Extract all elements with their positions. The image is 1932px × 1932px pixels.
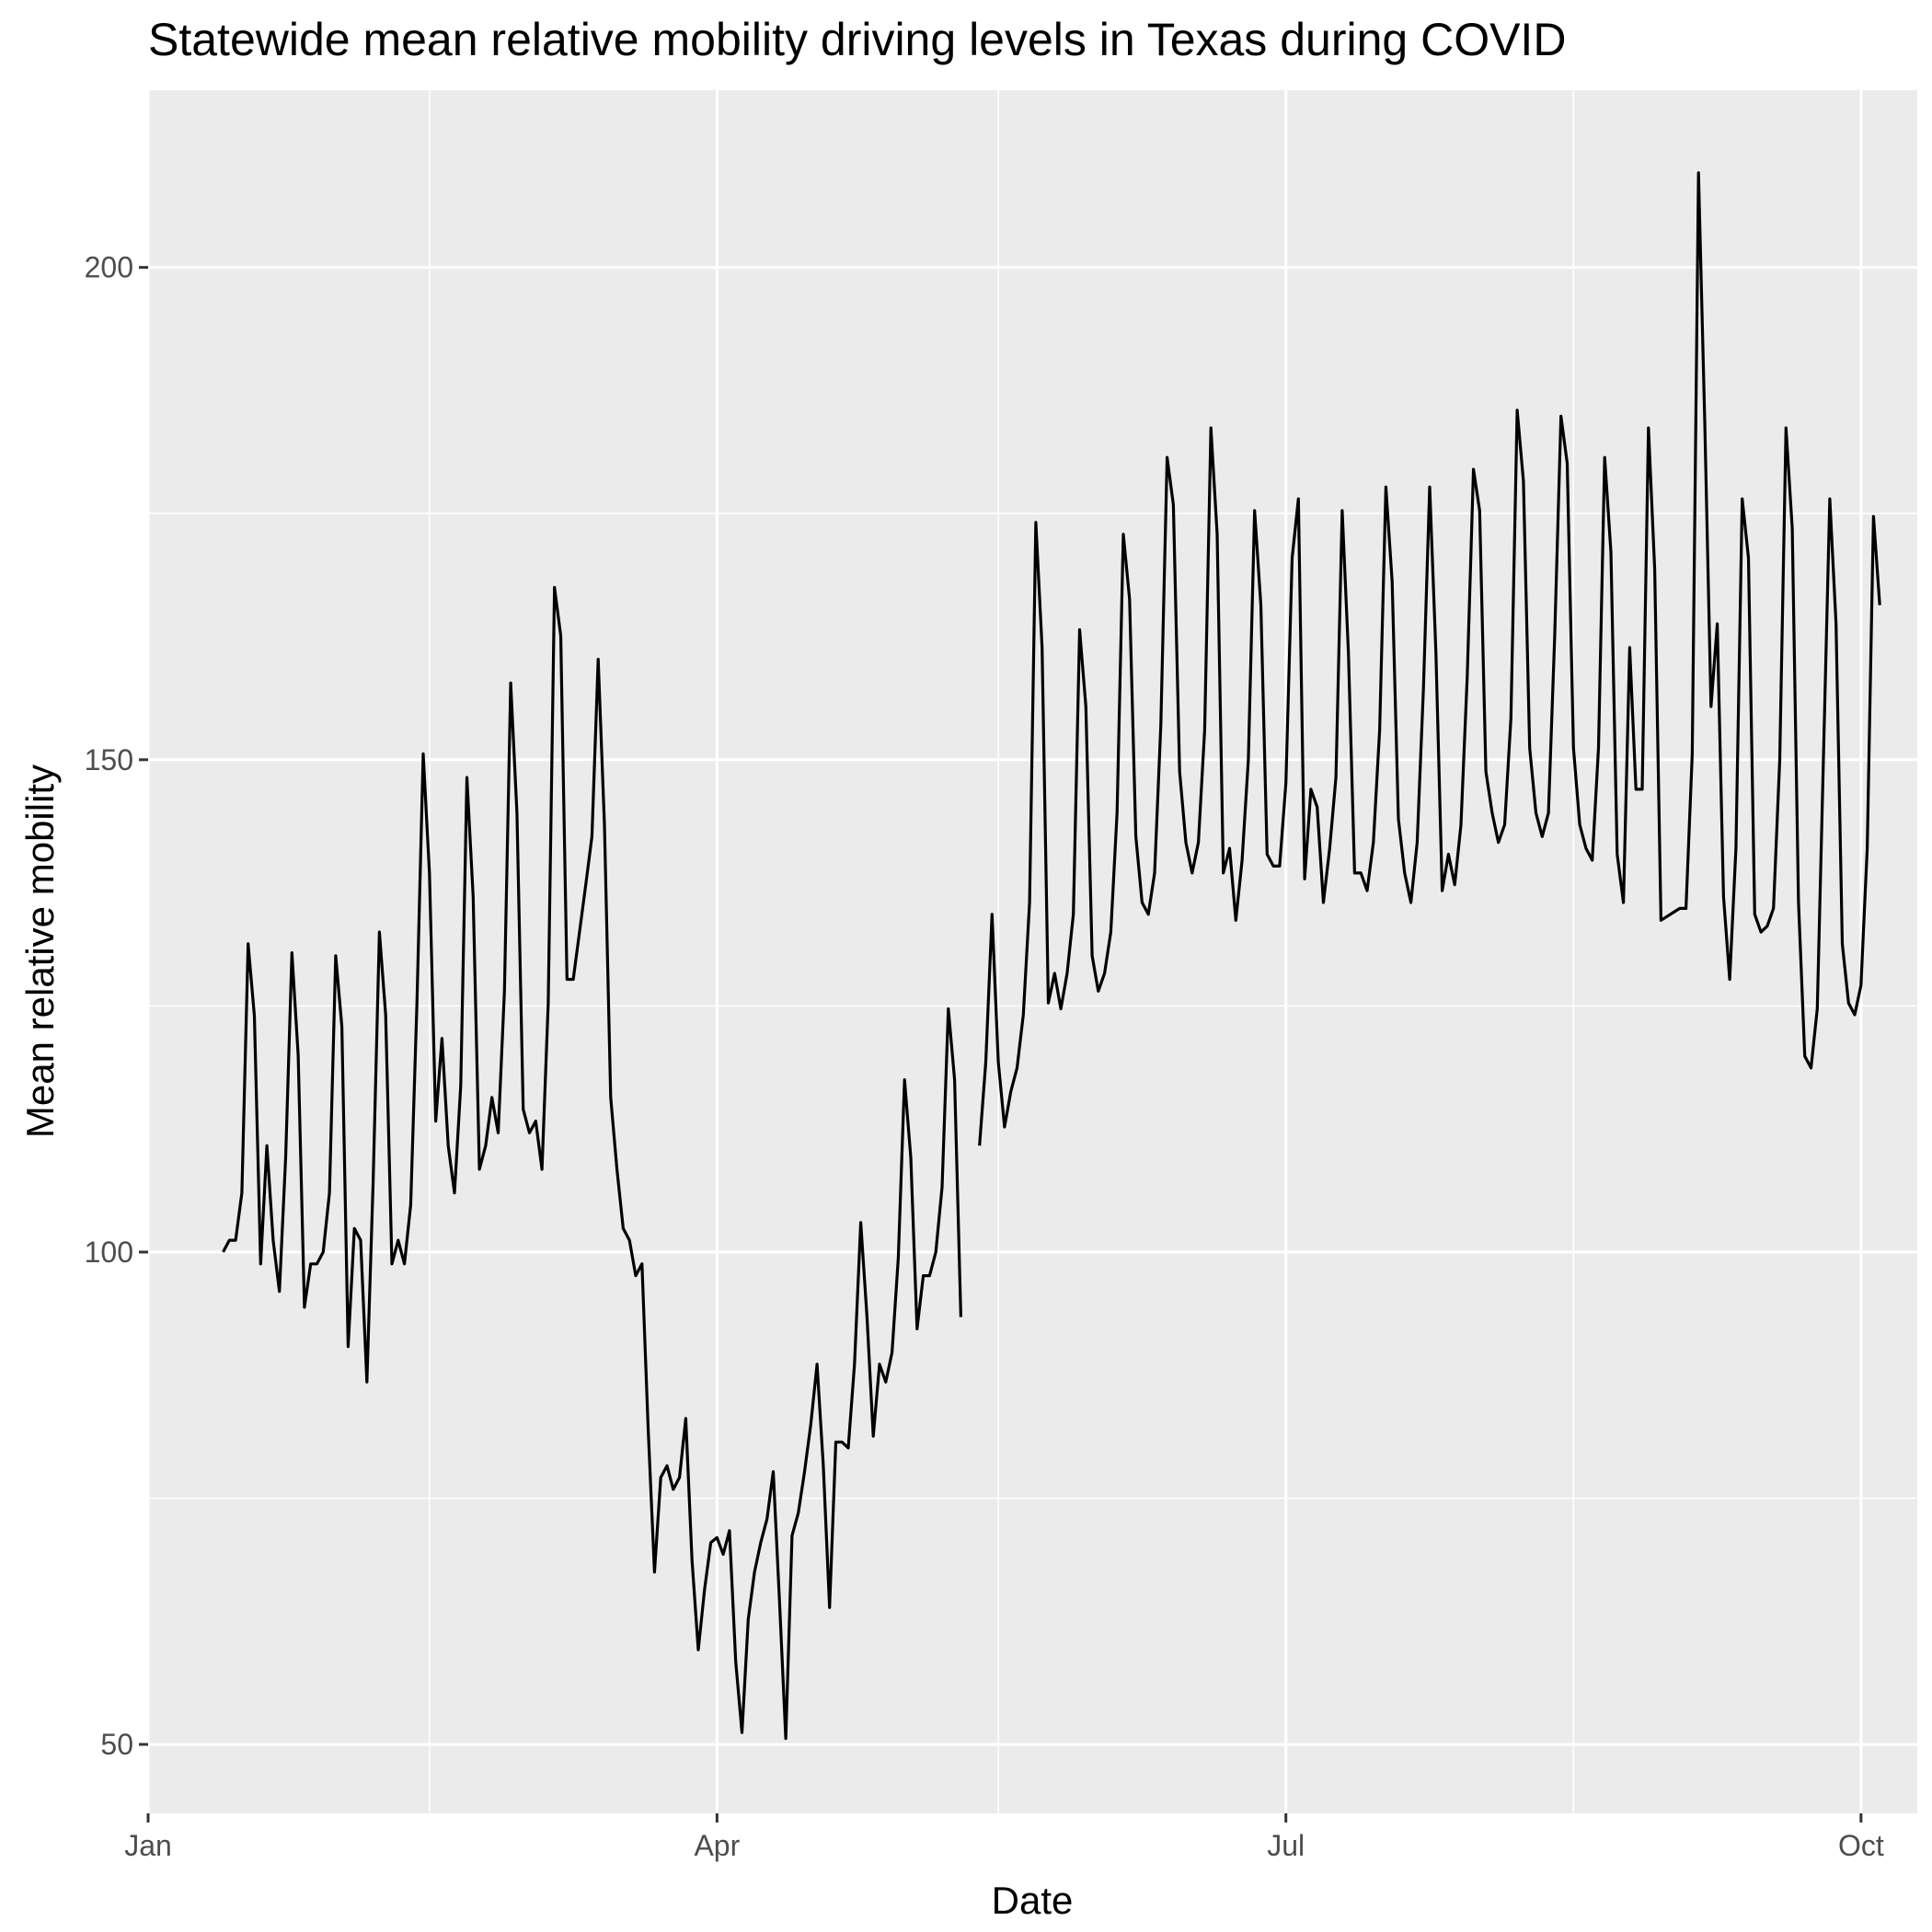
minor-gridlines — [148, 90, 1917, 1813]
x-tick-label: Jul — [1267, 1829, 1305, 1862]
x-axis-ticks: Jan Apr Jul Oct — [124, 1813, 1884, 1862]
x-axis-title: Date — [992, 1879, 1074, 1922]
plot-panel — [148, 90, 1917, 1813]
y-tick-label: 200 — [85, 251, 133, 284]
y-axis-title: Mean relative mobility — [18, 765, 62, 1138]
y-axis-ticks: 50 100 150 200 — [85, 251, 148, 1761]
series-line — [222, 171, 1881, 1741]
chart-title: Statewide mean relative mobility driving… — [148, 14, 1566, 65]
y-tick-label: 150 — [85, 743, 133, 776]
y-tick-label: 50 — [100, 1728, 133, 1761]
x-tick-label: Jan — [124, 1829, 172, 1862]
x-tick-label: Apr — [694, 1829, 740, 1862]
y-tick-label: 100 — [85, 1236, 133, 1269]
x-tick-label: Oct — [1838, 1829, 1884, 1862]
